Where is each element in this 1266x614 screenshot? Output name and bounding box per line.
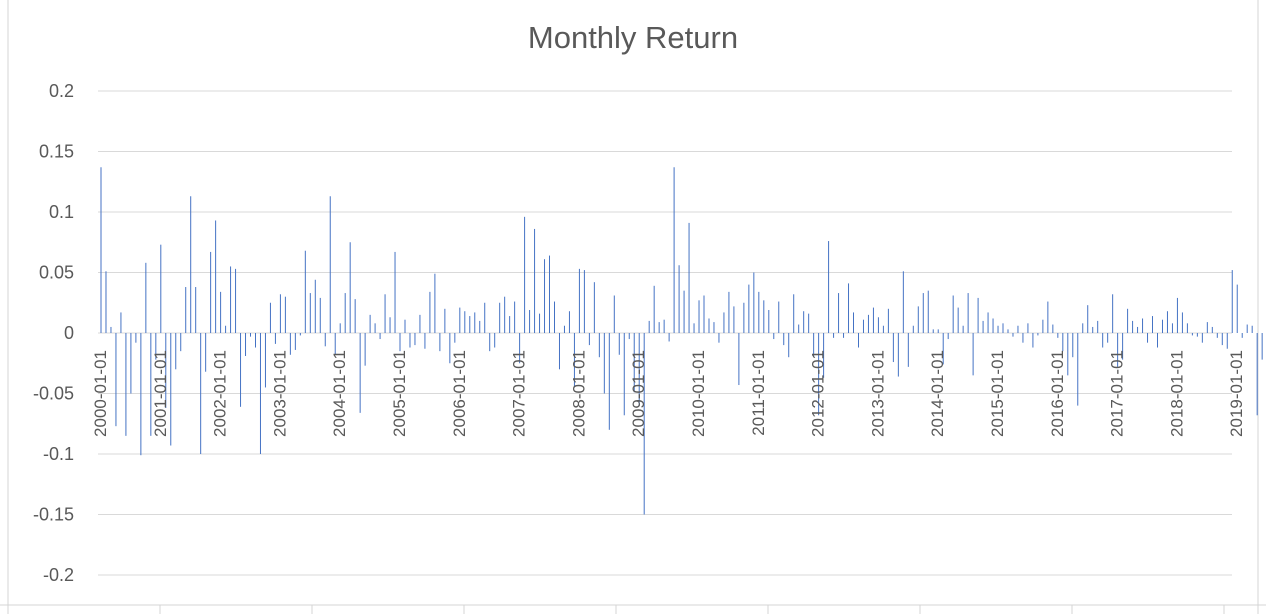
x-tick-label: 2003-01-01 [270, 350, 289, 437]
y-gridlines [98, 90, 1232, 576]
y-tick-label: -0.15 [33, 505, 74, 525]
x-tick-label: 2004-01-01 [330, 350, 349, 437]
x-tick-label: 2002-01-01 [211, 350, 230, 437]
bar-series [100, 167, 1263, 515]
y-tick-label: 0.15 [39, 142, 74, 162]
x-axis-tick-labels: 2000-01-01 2001-01-01 2002-01-01 2003-01-01… [91, 350, 1246, 437]
y-tick-label: 0.2 [49, 81, 74, 101]
x-tick-label: 2016-01-01 [1048, 350, 1067, 437]
y-tick-label: 0 [64, 323, 74, 343]
x-tick-label: 2009-01-01 [629, 350, 648, 437]
y-tick-label: 0.05 [39, 263, 74, 283]
x-tick-label: 2005-01-01 [390, 350, 409, 437]
y-tick-label: -0.05 [33, 384, 74, 404]
x-tick-label: 2008-01-01 [569, 350, 588, 437]
chart-title: Monthly Return [528, 20, 738, 55]
x-tick-label: 2010-01-01 [689, 350, 708, 437]
x-tick-label: 2014-01-01 [928, 350, 947, 437]
x-tick-label: 2011-01-01 [749, 350, 768, 436]
x-tick-label: 2019-01-01 [1227, 350, 1246, 437]
x-tick-label: 2001-01-01 [151, 350, 170, 437]
x-tick-label: 2013-01-01 [868, 350, 887, 437]
y-axis-tick-labels: 0.2 0.15 0.1 0.05 0 -0.05 -0.1 -0.15 -0.2 [33, 81, 74, 585]
y-tick-label: -0.2 [43, 565, 74, 585]
x-tick-label: 2018-01-01 [1167, 350, 1186, 437]
x-tick-label: 2017-01-01 [1108, 350, 1127, 437]
x-tick-label: 2015-01-01 [988, 350, 1007, 437]
x-tick-label: 2012-01-01 [809, 350, 828, 437]
x-tick-label: 2006-01-01 [450, 350, 469, 437]
x-tick-label: 2007-01-01 [510, 350, 529, 437]
y-tick-label: 0.1 [49, 202, 74, 222]
x-tick-label: 2000-01-01 [91, 350, 110, 437]
y-tick-label: -0.1 [43, 444, 74, 464]
